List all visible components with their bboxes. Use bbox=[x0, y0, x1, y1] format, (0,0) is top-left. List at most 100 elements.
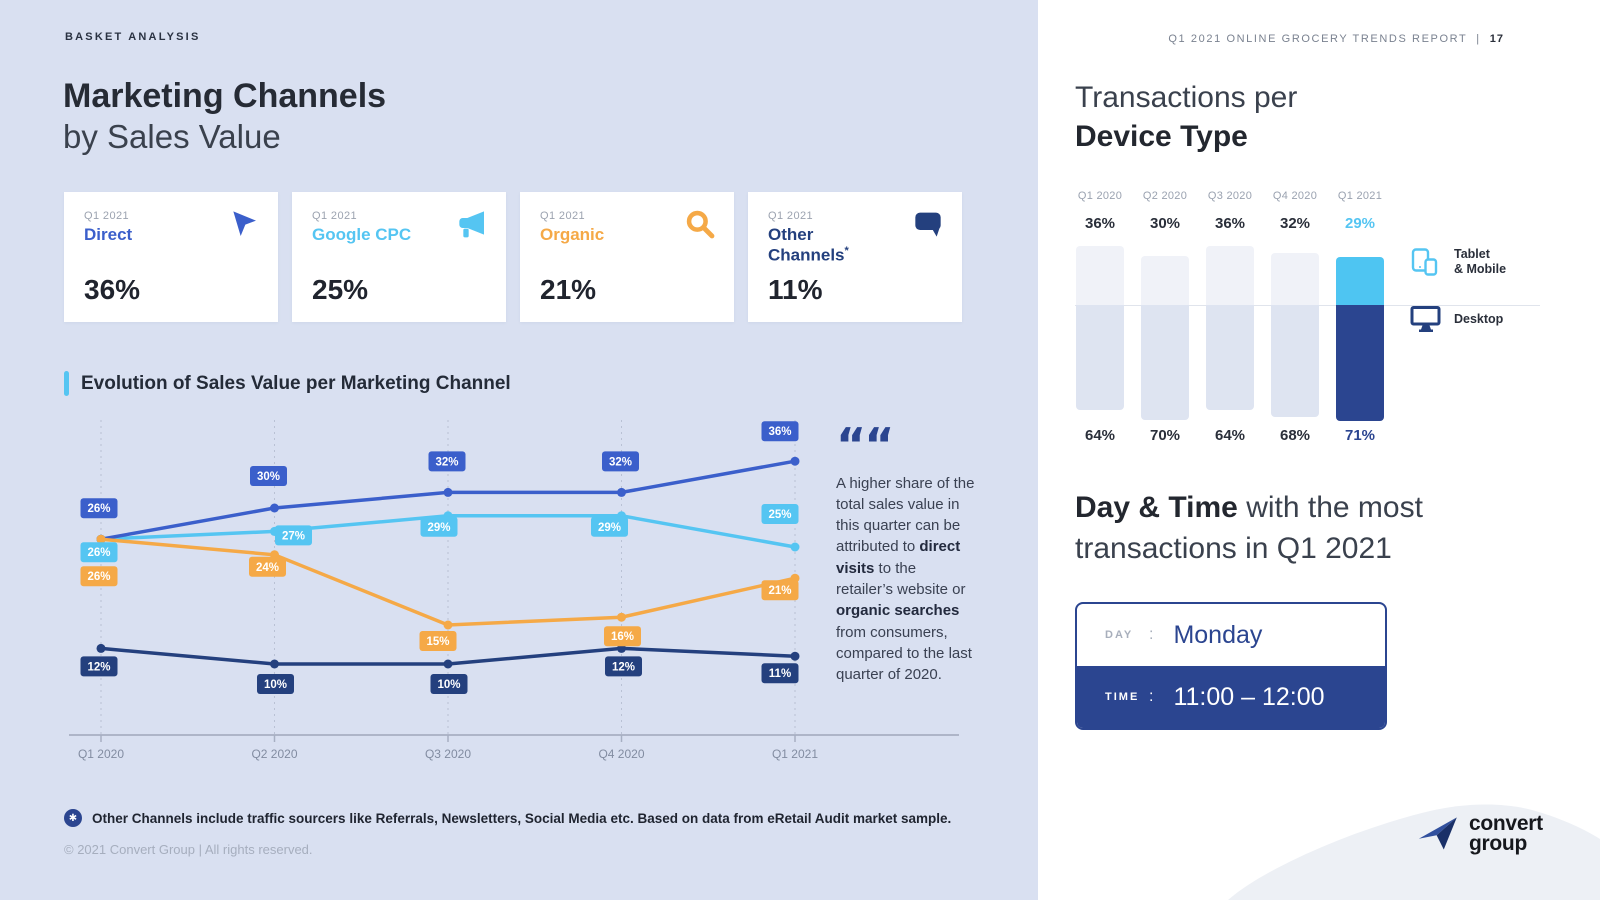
kpi-card-other-channels: Q1 2021 Other Channels* 11% bbox=[748, 192, 962, 322]
header-separator: | bbox=[1476, 33, 1481, 45]
convert-group-logo: convert group bbox=[1418, 813, 1543, 854]
kpi-value: 11% bbox=[768, 274, 823, 305]
desktop-bar-segment bbox=[1076, 305, 1124, 410]
svg-text:36%: 36% bbox=[768, 426, 791, 438]
legend-label: Tablet & Mobile bbox=[1454, 247, 1507, 276]
footnote-text: Other Channels include traffic sourcers … bbox=[92, 810, 952, 826]
svg-text:10%: 10% bbox=[264, 679, 287, 691]
time-value: 11:00 – 12:00 bbox=[1173, 682, 1325, 711]
svg-text:10%: 10% bbox=[437, 679, 460, 691]
device-type-bar-chart: Q1 2020 36% 64% Q2 2020 30% 70% Q3 2020 36% 64% Q… bbox=[1075, 190, 1405, 455]
day-value: Monday bbox=[1173, 620, 1263, 649]
svg-text:26%: 26% bbox=[87, 571, 110, 583]
report-header: Q1 2021 ONLINE GROCERY TRENDS REPORT | 1… bbox=[1168, 33, 1504, 45]
page-title-line1: Marketing Channels bbox=[63, 77, 387, 115]
marketing-channels-line-chart: Q1 2020 Q2 2020 Q3 2020 Q4 2020 Q1 2021 26% 30… bbox=[69, 420, 959, 761]
kpi-value: 21% bbox=[540, 274, 597, 305]
quote-icon: ““ bbox=[836, 418, 894, 472]
bar-category-label: Q1 2021 bbox=[1337, 190, 1383, 202]
bar-category-label: Q3 2020 bbox=[1207, 190, 1253, 202]
svg-text:11%: 11% bbox=[769, 668, 791, 680]
kpi-cards: Q1 2021 Direct 36% Q1 2021 Google CPC 25… bbox=[64, 192, 962, 322]
kpi-period: Q1 2021 bbox=[540, 210, 586, 222]
tablet-value-label: 36% bbox=[1084, 215, 1116, 232]
kpi-card-google-cpc: Q1 2021 Google CPC 25% bbox=[292, 192, 506, 322]
kpi-value: 36% bbox=[84, 274, 141, 305]
day-time-heading: Day & Time with the most transactions in… bbox=[1075, 491, 1423, 565]
left-panel bbox=[0, 0, 1038, 900]
desktop-value-label: 64% bbox=[1084, 427, 1116, 444]
speech-bubble-icon bbox=[915, 212, 941, 237]
desktop-value-label: 64% bbox=[1214, 427, 1246, 444]
page-title-line2: by Sales Value bbox=[63, 118, 281, 156]
legend-item-desktop: Desktop bbox=[1408, 305, 1538, 333]
bar-chart-legend: Tablet & Mobile Desktop bbox=[1408, 247, 1538, 361]
desktop-value-label: 71% bbox=[1344, 427, 1376, 444]
megaphone-icon bbox=[459, 211, 484, 238]
desktop-bar-segment bbox=[1336, 305, 1384, 422]
day-row: DAY : Monday bbox=[1105, 620, 1263, 649]
tablet-bar-segment bbox=[1206, 245, 1254, 305]
svg-text:16%: 16% bbox=[611, 631, 634, 643]
svg-text:26%: 26% bbox=[87, 503, 110, 515]
svg-text:12%: 12% bbox=[87, 661, 110, 673]
device-type-title: Transactions per Device Type bbox=[1075, 81, 1298, 153]
time-row: TIME : 11:00 – 12:00 bbox=[1077, 666, 1385, 728]
desktop-bar-segment bbox=[1206, 305, 1254, 410]
svg-text:Q4 2020: Q4 2020 bbox=[598, 747, 644, 761]
chart-section-title: Evolution of Sales Value per Marketing C… bbox=[64, 371, 511, 396]
tablet-bar-segment bbox=[1076, 245, 1124, 305]
svg-text:32%: 32% bbox=[435, 456, 458, 468]
footnote: ✱ Other Channels include traffic sourcer… bbox=[64, 809, 951, 827]
desktop-bar-segment bbox=[1141, 305, 1189, 420]
desktop-value-label: 70% bbox=[1149, 427, 1181, 444]
svg-text:Q1 2021: Q1 2021 bbox=[772, 747, 818, 761]
svg-text:Q3 2020: Q3 2020 bbox=[425, 747, 471, 761]
desktop-bar-segment bbox=[1271, 305, 1319, 417]
paper-plane-icon bbox=[1418, 817, 1457, 850]
svg-text:24%: 24% bbox=[256, 562, 279, 574]
kpi-name: Organic bbox=[540, 225, 605, 244]
svg-text:Q1 2020: Q1 2020 bbox=[78, 747, 124, 761]
accent-bar bbox=[64, 371, 69, 396]
bar-category-label: Q2 2020 bbox=[1142, 190, 1188, 202]
time-label: TIME bbox=[1105, 691, 1140, 703]
svg-text:15%: 15% bbox=[426, 636, 449, 648]
svg-text:12%: 12% bbox=[612, 661, 635, 673]
section-eyebrow: BASKET ANALYSIS bbox=[65, 31, 201, 43]
legend-label: Desktop bbox=[1454, 311, 1504, 326]
svg-text:30%: 30% bbox=[257, 471, 280, 483]
svg-text:32%: 32% bbox=[609, 456, 632, 468]
desktop-icon bbox=[1410, 306, 1441, 332]
kpi-card-organic: Q1 2021 Organic 21% bbox=[520, 192, 734, 322]
legend-item-tablet-mobile: Tablet & Mobile bbox=[1408, 247, 1538, 277]
svg-text:27%: 27% bbox=[282, 530, 305, 542]
tablet-bar-segment bbox=[1271, 252, 1319, 305]
svg-text:Q2 2020: Q2 2020 bbox=[251, 747, 297, 761]
desktop-value-label: 68% bbox=[1279, 427, 1311, 444]
tablet-value-label: 30% bbox=[1149, 215, 1181, 232]
svg-text:21%: 21% bbox=[768, 585, 791, 597]
svg-text:29%: 29% bbox=[427, 522, 450, 534]
day-time-box: DAY : Monday TIME : 11:00 – 12:00 bbox=[1075, 602, 1387, 730]
cursor-icon bbox=[233, 211, 256, 236]
quote-text: A higher share of the total sales value … bbox=[836, 474, 975, 684]
bar-category-label: Q1 2020 bbox=[1077, 190, 1123, 202]
kpi-card-direct: Q1 2021 Direct 36% bbox=[64, 192, 278, 322]
bar-category-label: Q4 2020 bbox=[1272, 190, 1318, 202]
day-label: DAY bbox=[1105, 629, 1134, 641]
asterisk-marker: * bbox=[844, 244, 849, 257]
kpi-name: Other Channels* bbox=[768, 225, 849, 265]
svg-text:29%: 29% bbox=[598, 522, 621, 534]
page-title: Marketing Channels by Sales Value bbox=[63, 76, 386, 158]
svg-text:25%: 25% bbox=[768, 509, 791, 521]
kpi-period: Q1 2021 bbox=[312, 210, 358, 222]
corner-swoosh bbox=[1228, 804, 1600, 900]
tablet-value-label: 32% bbox=[1279, 215, 1311, 232]
kpi-period: Q1 2021 bbox=[84, 210, 130, 222]
quote-block: ““ A higher share of the total sales val… bbox=[836, 418, 976, 685]
asterisk-badge-icon: ✱ bbox=[64, 809, 82, 827]
search-icon bbox=[686, 210, 715, 239]
page-number: 17 bbox=[1489, 33, 1504, 45]
